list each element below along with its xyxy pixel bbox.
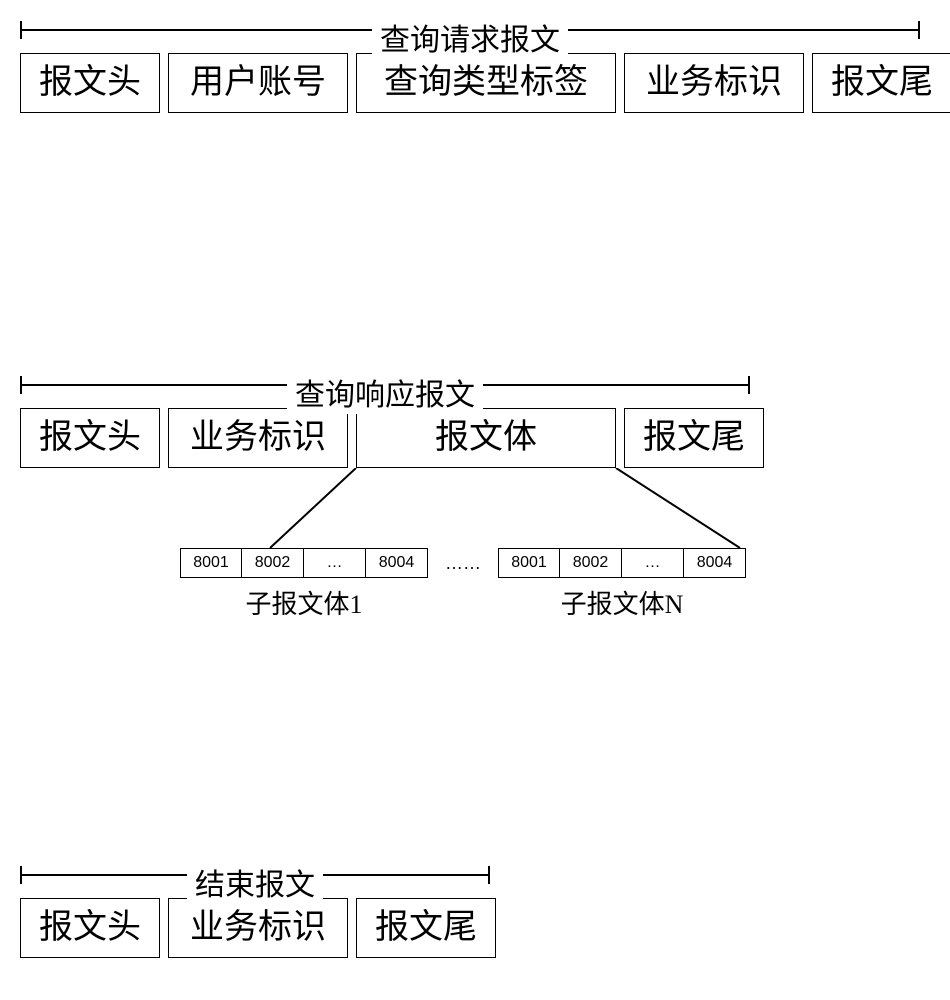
connector-svg bbox=[20, 468, 920, 548]
field-cell: 报文头 bbox=[20, 408, 160, 468]
diagram1-title: 查询请求报文 bbox=[372, 15, 568, 59]
end-message-diagram: 结束报文 报文头业务标识报文尾 bbox=[20, 860, 496, 958]
field-cell: 业务标识 bbox=[168, 898, 348, 958]
diagram3-title: 结束报文 bbox=[187, 860, 323, 904]
fields-row: 报文头用户账号查询类型标签业务标识报文尾 bbox=[20, 53, 950, 113]
field-cell: 报文尾 bbox=[356, 898, 496, 958]
sub-body-1: 80018002…8004 子报文体1 bbox=[180, 548, 428, 621]
field-cell: 查询类型标签 bbox=[356, 53, 616, 113]
sub-field-cell: 8004 bbox=[366, 548, 428, 578]
fields-row: 报文头业务标识报文体报文尾 bbox=[20, 408, 764, 468]
field-cell: 业务标识 bbox=[624, 53, 804, 113]
field-cell: 报文尾 bbox=[812, 53, 950, 113]
diagram2-title: 查询响应报文 bbox=[287, 370, 483, 414]
sub-field-cell: … bbox=[304, 548, 366, 578]
field-cell: 报文头 bbox=[20, 53, 160, 113]
sub-field-cell: 8002 bbox=[560, 548, 622, 578]
connector-area bbox=[20, 468, 764, 548]
field-cell: 报文尾 bbox=[624, 408, 764, 468]
sub-fields-row: 80018002…8004 bbox=[498, 548, 746, 578]
sub-body-1-label: 子报文体1 bbox=[180, 584, 428, 621]
bracket-right-end bbox=[748, 376, 750, 394]
bracket-row: 查询响应报文 bbox=[20, 370, 750, 408]
sub-body-n-label: 子报文体N bbox=[498, 584, 746, 621]
sub-field-cell: … bbox=[622, 548, 684, 578]
sub-field-cell: 8002 bbox=[242, 548, 304, 578]
request-message-diagram: 查询请求报文 报文头用户账号查询类型标签业务标识报文尾 bbox=[20, 15, 950, 113]
bracket-row: 结束报文 bbox=[20, 860, 490, 898]
field-cell: 报文体 bbox=[356, 408, 616, 468]
fields-row: 报文头业务标识报文尾 bbox=[20, 898, 496, 958]
field-cell: 业务标识 bbox=[168, 408, 348, 468]
field-cell: 报文头 bbox=[20, 898, 160, 958]
field-cell: 用户账号 bbox=[168, 53, 348, 113]
sub-body-n: 80018002…8004 子报文体N bbox=[498, 548, 746, 621]
bracket-row: 查询请求报文 bbox=[20, 15, 920, 53]
bracket-right-end bbox=[488, 866, 490, 884]
sub-field-cell: 8001 bbox=[180, 548, 242, 578]
sub-fields-row: 80018002…8004 bbox=[180, 548, 428, 578]
between-dots: …… bbox=[428, 548, 498, 578]
sub-field-cell: 8004 bbox=[684, 548, 746, 578]
sub-bodies-row: 80018002…8004 子报文体1 …… 80018002…8004 子报文… bbox=[20, 548, 764, 621]
response-message-diagram: 查询响应报文 报文头业务标识报文体报文尾 80018002…8004 子报文体1… bbox=[20, 370, 764, 621]
sub-field-cell: 8001 bbox=[498, 548, 560, 578]
bracket-right-end bbox=[918, 21, 920, 39]
